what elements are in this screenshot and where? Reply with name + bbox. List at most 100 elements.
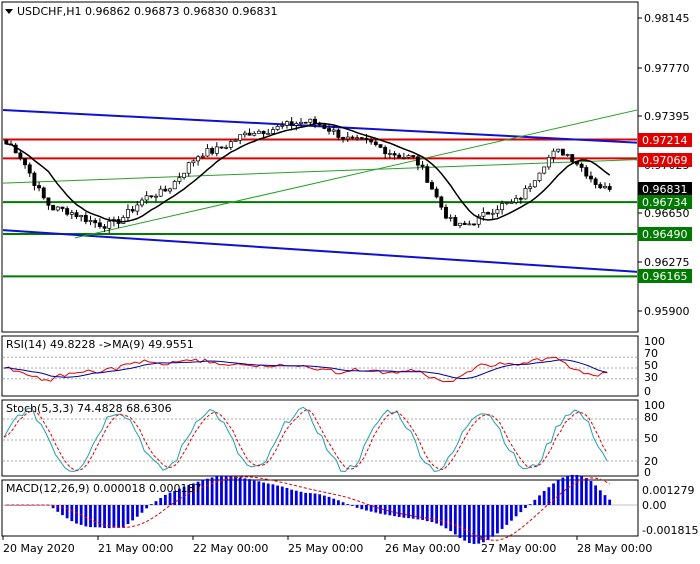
macd-histogram-bar	[383, 505, 387, 515]
macd-histogram-bar	[163, 494, 167, 506]
y-tick: 70	[644, 347, 658, 360]
stoch-y-axis: 100 80 50 20 0	[644, 399, 665, 479]
candle-body	[429, 182, 434, 190]
candle-body	[579, 163, 584, 168]
macd-histogram-bar	[341, 502, 345, 506]
macd-histogram-bar	[351, 505, 354, 506]
stoch-group	[3, 406, 637, 473]
candle-body	[560, 148, 565, 156]
rsi-title: RSI(14) 49.8228 ->MA(9) 49.9551	[6, 338, 194, 351]
macd-histogram-bar	[556, 479, 560, 506]
macd-histogram-bar	[266, 483, 270, 506]
candle-body	[168, 188, 172, 192]
macd-histogram-bar	[486, 505, 490, 541]
y-tick: 50	[644, 432, 658, 445]
y-tick: 20	[644, 455, 658, 468]
macd-histogram-bar	[271, 484, 275, 506]
candle-body	[486, 212, 491, 215]
candle-body	[88, 220, 93, 222]
candle-body	[186, 162, 191, 174]
macd-histogram-bar	[430, 505, 434, 523]
macd-histogram-bar	[608, 499, 612, 506]
macd-histogram-bar	[416, 505, 420, 520]
candle-body	[589, 175, 593, 180]
candle-body	[308, 118, 313, 123]
macd-histogram-bar	[594, 485, 598, 506]
macd-histogram-bar	[477, 505, 481, 544]
x-tick: 21 May 00:00	[98, 542, 173, 555]
candle-body	[93, 220, 98, 224]
x-tick: 25 May 00:00	[288, 542, 363, 555]
moving-average-line	[6, 122, 611, 223]
stoch-signal-line	[3, 408, 608, 472]
main-price-group	[2, 109, 638, 278]
candle-body	[200, 155, 205, 158]
macd-histogram-bar	[360, 505, 364, 510]
y-tick: 0.96275	[644, 256, 690, 269]
candle-body	[261, 130, 266, 135]
candle-body	[584, 167, 589, 177]
macd-histogram-bar	[318, 494, 322, 506]
stoch-pane-frame	[1, 399, 639, 477]
candle-body	[462, 222, 467, 226]
macd-histogram-bar	[285, 487, 289, 506]
candle-body	[509, 202, 514, 204]
candle-body	[603, 186, 607, 189]
candle-body	[336, 129, 341, 138]
macd-histogram-bar	[500, 505, 504, 529]
macd-histogram-bar	[33, 505, 36, 506]
candle-body	[453, 217, 458, 226]
candle-body	[158, 188, 163, 197]
macd-histogram-bar	[154, 501, 158, 506]
macd-histogram-bar	[192, 483, 195, 506]
macd-histogram-bar	[519, 505, 523, 513]
candle-body	[69, 212, 74, 215]
macd-histogram-bar	[257, 481, 261, 506]
candle-body	[514, 197, 519, 203]
x-tick: 22 May 00:00	[193, 542, 268, 555]
macd-histogram-bar	[89, 505, 92, 528]
candle-body	[434, 188, 439, 198]
macd-histogram-bar	[23, 505, 27, 506]
macd-histogram-bar	[168, 492, 172, 506]
candle-body	[415, 156, 420, 166]
stoch-title: Stoch(5,3,3) 74.4828 68.6306	[6, 402, 172, 415]
candle-body	[472, 223, 476, 226]
macd-histogram-bar	[229, 475, 233, 506]
macd-histogram-bar	[56, 505, 60, 512]
macd-histogram-bar	[131, 505, 135, 521]
x-axis: 20 May 2020 21 May 00:00 22 May 00:00 25…	[2, 536, 652, 555]
macd-histogram-bar	[294, 490, 298, 506]
y-tick: 80	[644, 411, 658, 424]
candle-body	[242, 132, 247, 136]
macd-histogram-bar	[103, 505, 106, 528]
macd-histogram-bar	[365, 505, 368, 511]
macd-histogram-bar	[28, 505, 32, 506]
candle-body	[327, 128, 331, 132]
macd-histogram-bar	[304, 492, 308, 506]
macd-histogram-bar	[346, 504, 350, 506]
level-label-bg	[638, 153, 692, 167]
macd-histogram-bar	[135, 505, 139, 517]
candle-body	[350, 136, 355, 139]
level-label: 0.96165	[642, 270, 688, 283]
rsi-y-axis: 100 70 50 30 0	[644, 335, 665, 398]
macd-histogram-bar	[528, 504, 532, 506]
candle-body	[196, 156, 201, 162]
y-tick: -0.001815	[642, 524, 698, 537]
macd-histogram-bar	[332, 498, 336, 506]
macd-histogram-bar	[98, 505, 102, 528]
macd-histogram-bar	[552, 483, 555, 506]
candle-body	[546, 157, 551, 168]
symbol-dropdown-icon[interactable]	[5, 9, 13, 14]
macd-histogram-bar	[393, 505, 396, 517]
candle-body	[345, 136, 350, 140]
macd-histogram-bar	[472, 505, 476, 544]
candle-body	[556, 148, 561, 152]
macd-histogram-bar	[566, 475, 569, 506]
macd-histogram-bar	[224, 475, 228, 506]
candle-body	[214, 146, 219, 154]
macd-histogram-bar	[84, 505, 88, 527]
